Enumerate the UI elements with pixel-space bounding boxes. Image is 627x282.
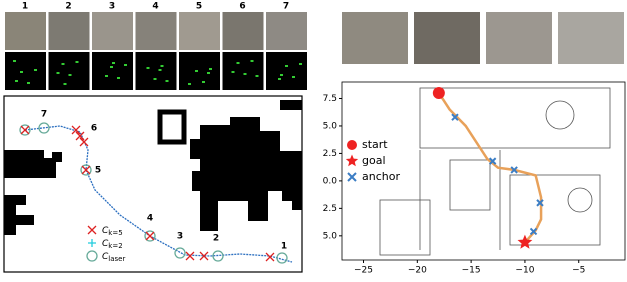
- frame-image: [49, 12, 90, 50]
- map-label: 5: [95, 166, 101, 176]
- feature-point: [237, 62, 240, 64]
- frames: 1 2 3 4 5 6 7: [5, 2, 307, 91]
- feature-point: [161, 65, 164, 67]
- feature-point: [278, 78, 281, 80]
- frame-label: 1: [22, 2, 28, 12]
- legend-subscript: k=2: [108, 242, 122, 250]
- x-tick-label: −15: [462, 266, 481, 276]
- feature-point: [299, 63, 302, 65]
- feature-image: [92, 52, 133, 90]
- feature-point: [69, 74, 72, 76]
- feature-point: [207, 72, 210, 74]
- legend-label: start: [362, 138, 388, 151]
- feature-point: [34, 69, 37, 71]
- view-image: [558, 12, 624, 64]
- frame-label: 5: [196, 2, 202, 12]
- feature-point: [112, 62, 115, 64]
- y-tick-label: 2.5: [323, 204, 337, 214]
- frame-image: [5, 12, 46, 50]
- feature-point: [209, 68, 212, 70]
- frame-label: 6: [239, 2, 245, 12]
- feature-point: [202, 81, 205, 83]
- feature-point: [117, 77, 120, 79]
- feature-point: [105, 75, 108, 77]
- x-tick-label: −5: [572, 266, 585, 276]
- y-tick-label: 7.5: [323, 94, 337, 104]
- map-label: 4: [147, 214, 153, 224]
- feature-point: [110, 66, 113, 68]
- x-tick-label: −10: [515, 266, 534, 276]
- frame-label: 3: [109, 2, 115, 12]
- frame-image: [223, 12, 264, 50]
- frame-label: 2: [65, 2, 71, 12]
- view-image: [342, 12, 408, 64]
- map-label: 2: [213, 234, 219, 244]
- legend-subscript: k=5: [108, 229, 122, 237]
- feature-point: [292, 76, 295, 78]
- frame-label: 7: [283, 2, 289, 12]
- feature-point: [251, 60, 254, 62]
- y-tick-label: 2.5: [323, 149, 337, 159]
- feature-point: [188, 83, 191, 85]
- frame-image: [179, 12, 220, 50]
- feature-point: [57, 72, 60, 74]
- feature-point: [159, 69, 162, 71]
- view-image: [486, 12, 552, 64]
- x-tick-label: −25: [354, 266, 373, 276]
- map-label: 1: [281, 242, 287, 252]
- feature-point: [285, 65, 288, 67]
- map-label: 3: [177, 232, 183, 242]
- feature-point: [13, 60, 16, 62]
- frame-image: [266, 12, 307, 50]
- frame-image: [136, 12, 177, 50]
- legend-label: anchor: [362, 170, 400, 183]
- frame-label: 4: [152, 2, 158, 12]
- camera-views: [342, 12, 624, 64]
- view-image: [414, 12, 480, 64]
- feature-point: [232, 71, 235, 73]
- feature-point: [62, 63, 65, 65]
- feature-point: [147, 67, 150, 69]
- feature-point: [124, 64, 127, 66]
- y-tick-label: 5.0: [323, 121, 338, 131]
- feature-image: [49, 52, 90, 90]
- figure: 1234567 1234567 Ck=5Ck=2Claser: [0, 0, 627, 278]
- map-label: 7: [41, 110, 47, 120]
- feature-point: [15, 80, 18, 82]
- frame-image: [92, 12, 133, 50]
- feature-image: [179, 52, 220, 90]
- right-panel: −25 −20 −15 −10 −5 7.5 5.0 2.5 0.0 2.5 5.0 start go…: [323, 12, 625, 276]
- y-tick-label: 0.0: [323, 176, 338, 186]
- legend-subscript: laser: [108, 255, 125, 263]
- marker: [347, 140, 357, 150]
- feature-point: [244, 73, 247, 75]
- feature-image: [266, 52, 307, 90]
- marker: [433, 87, 445, 99]
- feature-point: [280, 74, 283, 76]
- feature-point: [64, 83, 67, 85]
- feature-point: [195, 70, 198, 72]
- feature-point: [20, 71, 23, 73]
- x-tick-label: −20: [408, 266, 427, 276]
- feature-image: [223, 52, 264, 90]
- feature-point: [256, 75, 259, 77]
- legend-label: goal: [362, 154, 386, 167]
- feature-image: [5, 52, 46, 90]
- feature-point: [27, 82, 30, 84]
- map-label: 6: [91, 124, 97, 134]
- feature-image: [136, 52, 177, 90]
- feature-point: [76, 61, 79, 63]
- feature-point: [166, 80, 169, 82]
- feature-point: [154, 78, 157, 80]
- y-tick-label: 5.0: [323, 231, 338, 241]
